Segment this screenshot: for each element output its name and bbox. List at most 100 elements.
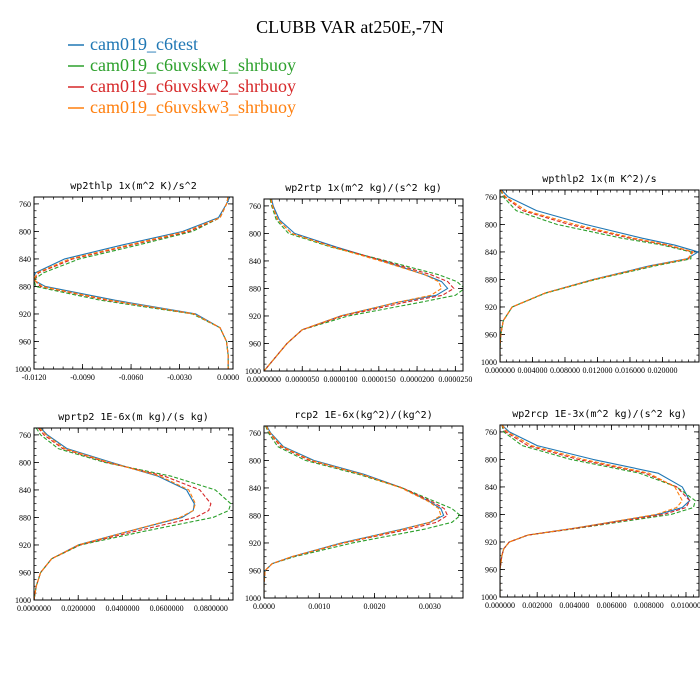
x-tick-label: 0.0000150 [362, 375, 396, 384]
panel-title: wp2rtp 1x(m^2 kg)/(s^2 kg) [285, 183, 442, 194]
series-group [264, 426, 461, 598]
legend: cam019_c6testcam019_c6uvskw1_shrbuoycam0… [68, 34, 296, 117]
plot-frame [263, 425, 464, 599]
y-tick-label: 840 [485, 483, 497, 492]
panel-3: wpthlp2 1x(m K^2)/s 760 800 840 880 920 960 100… [481, 174, 700, 375]
series-line [500, 425, 683, 597]
x-tick-label: 0.0000200 [400, 375, 434, 384]
y-tick-label: 920 [485, 303, 497, 312]
x-tick-label: 0.000000 [485, 366, 515, 375]
y-tick-label: 1000 [15, 365, 31, 374]
x-tick-label: 0.008000 [550, 366, 580, 375]
panel-1: wp2thlp 1x(m^2 K)/s^2 760 800 840 880 920 960 1… [15, 181, 239, 382]
y-tick-label: 840 [19, 486, 31, 495]
legend-label: cam019_c6uvskw2_shrbuoy [90, 76, 296, 96]
series-line [34, 197, 229, 369]
series-line [34, 428, 195, 600]
x-tick-label: -0.0060 [119, 373, 144, 382]
panel-5: rcp2 1E-6x(kg^2)/(kg^2) 760 800 840 880 920 96… [245, 410, 464, 611]
x-tick-label: 0.0000 [253, 602, 275, 611]
y-tick-label: 880 [19, 282, 31, 291]
x-tick-label: 0.012000 [582, 366, 612, 375]
panel-title: wpthlp2 1x(m K^2)/s [542, 174, 656, 185]
legend-entry: cam019_c6test [68, 34, 198, 54]
series-line [500, 190, 699, 362]
y-tick-label: 920 [19, 541, 31, 550]
x-tick-label: -0.0090 [70, 373, 95, 382]
y-tick-label: 840 [19, 255, 31, 264]
y-tick-label: 920 [485, 538, 497, 547]
y-tick-label: 840 [249, 484, 261, 493]
panel-title: wp2rcp 1E-3x(m^2 kg)/(s^2 kg) [512, 409, 687, 420]
series-group [34, 428, 232, 600]
x-tick-label: 0.008000 [634, 601, 664, 610]
y-tick-label: 800 [19, 458, 31, 467]
y-tick-label: 1000 [481, 593, 497, 602]
figure-title: CLUBB VAR at250E,-7N [256, 17, 444, 37]
panel-title: wp2thlp 1x(m^2 K)/s^2 [70, 181, 196, 192]
series-line [264, 426, 461, 598]
y-tick-label: 880 [485, 510, 497, 519]
y-tick-label: 760 [485, 428, 497, 437]
series-line [264, 199, 449, 371]
plot-frame [499, 189, 700, 363]
series-line [500, 190, 694, 362]
plot-frame [33, 427, 234, 601]
x-tick-label: 0.016000 [615, 366, 645, 375]
y-tick-label: 880 [249, 511, 261, 520]
x-tick-label: 0.020000 [647, 366, 677, 375]
y-tick-label: 1000 [481, 358, 497, 367]
plot-frame [499, 424, 700, 598]
series-group [34, 197, 231, 369]
y-tick-label: 920 [19, 310, 31, 319]
series-line [34, 428, 196, 600]
series-line [34, 197, 229, 369]
y-tick-label: 760 [485, 193, 497, 202]
y-tick-label: 1000 [15, 596, 31, 605]
y-tick-label: 960 [19, 568, 31, 577]
x-tick-label: 0.010000 [671, 601, 700, 610]
series-line [500, 190, 694, 362]
panel-2: wp2rtp 1x(m^2 kg)/(s^2 kg) 760 800 840 880 92… [245, 183, 472, 384]
x-tick-label: 0.006000 [597, 601, 627, 610]
x-tick-label: 0.0200000 [61, 604, 95, 613]
series-line [500, 425, 691, 597]
y-tick-label: 880 [249, 284, 261, 293]
legend-entry: cam019_c6uvskw2_shrbuoy [68, 76, 296, 96]
series-line [264, 426, 449, 598]
x-tick-label: -0.0030 [167, 373, 192, 382]
x-tick-label: 0.002000 [522, 601, 552, 610]
y-tick-label: 840 [249, 257, 261, 266]
y-tick-label: 800 [249, 229, 261, 238]
x-tick-label: 0.0000050 [285, 375, 319, 384]
x-tick-label: 0.0000000 [247, 375, 281, 384]
x-tick-label: 0.0800000 [194, 604, 228, 613]
x-tick-label: 0.0400000 [105, 604, 139, 613]
legend-label: cam019_c6uvskw1_shrbuoy [90, 55, 296, 75]
panels: wp2thlp 1x(m^2 K)/s^2 760 800 840 880 920 960 1… [15, 174, 700, 613]
y-tick-label: 1000 [245, 594, 261, 603]
plot-frame [33, 196, 234, 370]
plot-frame [263, 198, 464, 372]
series-line [264, 199, 455, 371]
y-tick-label: 920 [249, 312, 261, 321]
x-tick-label: 0.0000100 [324, 375, 358, 384]
y-tick-label: 960 [249, 566, 261, 575]
y-tick-label: 760 [249, 202, 261, 211]
panel-title: rcp2 1E-6x(kg^2)/(kg^2) [294, 410, 432, 421]
series-line [34, 428, 212, 600]
x-tick-label: -0.0120 [22, 373, 47, 382]
series-group [264, 199, 463, 371]
y-tick-label: 960 [249, 339, 261, 348]
y-tick-label: 840 [485, 248, 497, 257]
series-line [34, 197, 229, 369]
y-tick-label: 800 [485, 220, 497, 229]
series-group [500, 190, 699, 362]
x-tick-label: 0.0000 [217, 373, 239, 382]
y-tick-label: 960 [485, 565, 497, 574]
legend-label: cam019_c6uvskw3_shrbuoy [90, 97, 296, 117]
series-line [264, 426, 442, 598]
y-tick-label: 880 [485, 275, 497, 284]
y-tick-label: 960 [19, 337, 31, 346]
